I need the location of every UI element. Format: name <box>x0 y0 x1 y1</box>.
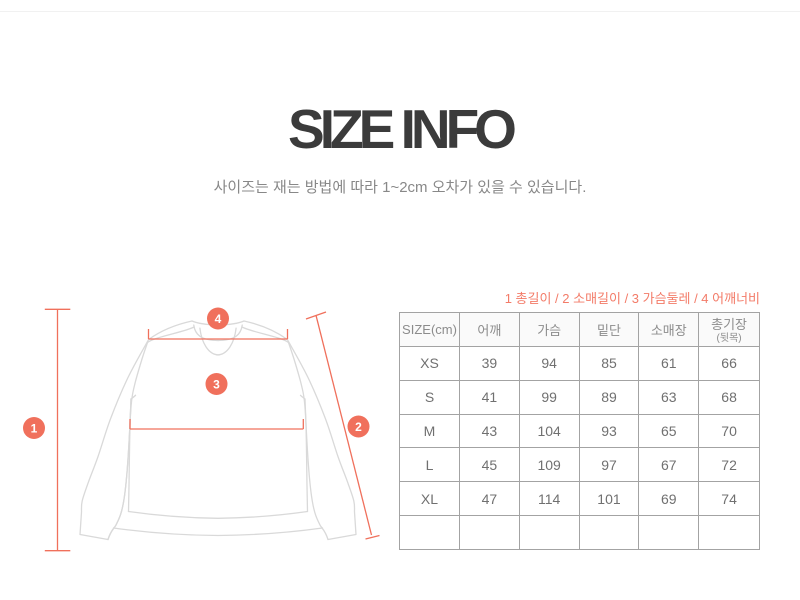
svg-text:2: 2 <box>355 420 362 434</box>
svg-text:1: 1 <box>31 422 38 436</box>
svg-text:4: 4 <box>215 312 222 326</box>
svg-text:3: 3 <box>213 378 220 392</box>
